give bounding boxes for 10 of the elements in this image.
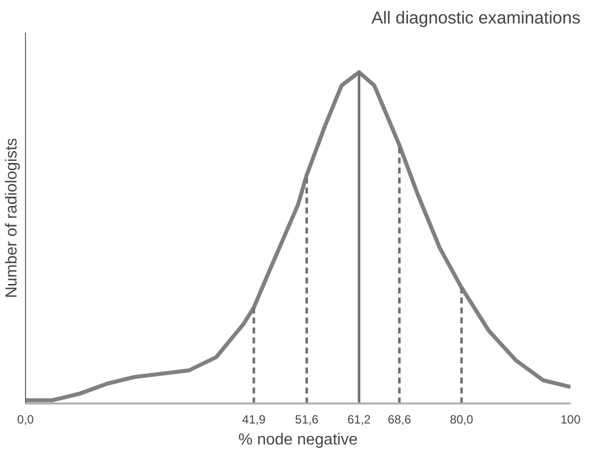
x-tick-label: 61,2 bbox=[347, 412, 372, 426]
y-axis-title: Number of radiologists bbox=[4, 138, 20, 298]
x-axis-title: % node negative bbox=[238, 432, 358, 448]
x-tick-label: 68,6 bbox=[388, 412, 412, 426]
x-tick-label: 41,9 bbox=[242, 412, 266, 426]
x-tick-label: 100 bbox=[560, 412, 581, 426]
x-tick-label: 0,0 bbox=[17, 412, 34, 426]
x-tick-label: 80,0 bbox=[450, 412, 474, 426]
x-tick-label: 51,6 bbox=[295, 412, 319, 426]
chart-title: All diagnostic examinations bbox=[371, 8, 581, 28]
